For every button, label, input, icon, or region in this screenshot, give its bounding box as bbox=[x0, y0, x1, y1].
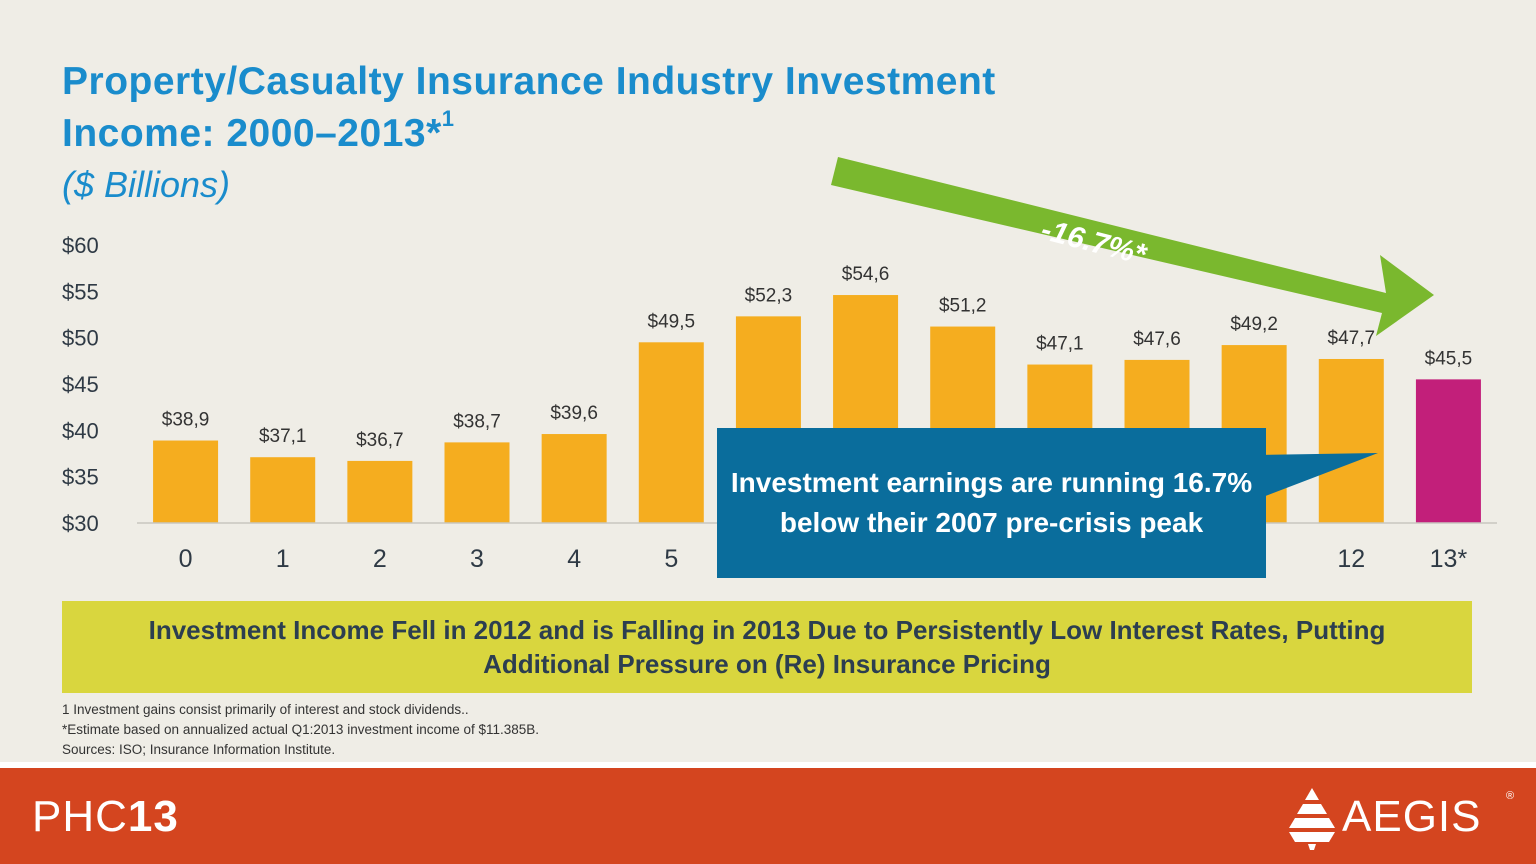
data-label: $45,5 bbox=[1425, 348, 1473, 369]
banner-text: Investment Income Fell in 2012 and is Fa… bbox=[148, 615, 1386, 679]
data-label: $54,6 bbox=[842, 264, 890, 285]
data-label: $37,1 bbox=[259, 426, 307, 447]
summary-banner: Investment Income Fell in 2012 and is Fa… bbox=[62, 601, 1472, 693]
aegis-emblem-icon bbox=[1289, 788, 1335, 850]
data-label: $38,7 bbox=[453, 411, 501, 432]
bar bbox=[347, 460, 413, 523]
bar bbox=[638, 342, 704, 523]
title-line1: Property/Casualty Insurance Industry Inv… bbox=[62, 60, 996, 103]
x-tick-label: 5 bbox=[664, 545, 678, 573]
y-tick-label: $35 bbox=[62, 465, 99, 490]
y-axis: $30 $35 $40 $45 $50 $55 $60 bbox=[62, 233, 99, 536]
y-tick-label: $60 bbox=[62, 233, 99, 258]
data-label: $47,7 bbox=[1328, 328, 1376, 349]
bar bbox=[541, 434, 607, 523]
x-tick-label: 13* bbox=[1430, 545, 1468, 573]
data-label: $47,6 bbox=[1133, 329, 1181, 350]
footer-divider bbox=[0, 762, 1536, 768]
trend-arrow bbox=[831, 157, 1434, 336]
title-superscript: 1 bbox=[441, 106, 455, 131]
page-title: Property/Casualty Insurance Industry Inv… bbox=[62, 56, 996, 160]
x-tick-label: 1 bbox=[276, 545, 290, 573]
data-label: $49,2 bbox=[1230, 314, 1278, 335]
x-tick-label: 2 bbox=[373, 545, 387, 573]
bar bbox=[250, 457, 316, 523]
data-label: $47,1 bbox=[1036, 334, 1084, 355]
data-label: $52,3 bbox=[745, 285, 793, 306]
registered-mark: ® bbox=[1506, 790, 1515, 802]
data-label: $36,7 bbox=[356, 430, 404, 451]
footnote-2: *Estimate based on annualized actual Q1:… bbox=[62, 722, 540, 737]
callout-text: Investment earnings are running 16.7% be… bbox=[730, 467, 1253, 538]
x-tick-label: 0 bbox=[179, 545, 193, 573]
callout-pointer bbox=[1255, 453, 1378, 500]
data-label: $39,6 bbox=[550, 403, 598, 424]
phc-text: PHC bbox=[32, 792, 128, 841]
y-tick-label: $55 bbox=[62, 279, 99, 304]
x-tick-label: 3 bbox=[470, 545, 484, 573]
footnotes: 1 Investment gains consist primarily of … bbox=[62, 700, 539, 760]
bar bbox=[1415, 379, 1481, 523]
y-tick-label: $40 bbox=[62, 418, 99, 443]
aegis-wordmark: AEGIS bbox=[1342, 792, 1482, 841]
data-label: $38,9 bbox=[162, 410, 210, 431]
x-tick-label: 12 bbox=[1337, 545, 1365, 573]
footnote-3: Sources: ISO; Insurance Information Inst… bbox=[62, 742, 336, 757]
bar bbox=[1318, 358, 1384, 523]
data-label: $49,5 bbox=[648, 311, 696, 332]
title-line2: Income: 2000–2013* bbox=[62, 112, 442, 155]
data-label: $51,2 bbox=[939, 296, 987, 317]
phc13-logo: PHC13 bbox=[32, 792, 179, 842]
bar bbox=[444, 442, 510, 523]
x-tick-label: 4 bbox=[567, 545, 581, 573]
page-subtitle: ($ Billions) bbox=[62, 164, 231, 205]
y-tick-label: $30 bbox=[62, 511, 99, 536]
phc-year: 13 bbox=[127, 792, 179, 841]
bar bbox=[153, 440, 219, 523]
aegis-logo: AEGIS ® bbox=[1286, 786, 1516, 856]
footnote-1: 1 Investment gains consist primarily of … bbox=[62, 702, 469, 717]
y-tick-label: $45 bbox=[62, 372, 99, 397]
footer-bar: PHC13 AEGIS ® bbox=[0, 768, 1536, 864]
callout-box: Investment earnings are running 16.7% be… bbox=[717, 428, 1266, 578]
data-labels: $38,9 $37,1 $36,7 $38,7 $39,6 $49,5 $52,3 $54,6… bbox=[162, 264, 1472, 451]
y-tick-label: $50 bbox=[62, 326, 99, 351]
